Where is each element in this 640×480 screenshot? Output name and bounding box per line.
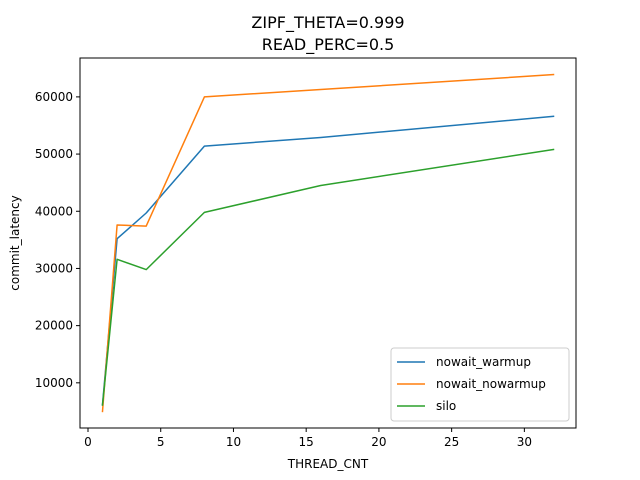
x-tick-label: 30 bbox=[517, 435, 532, 449]
series-lines bbox=[101, 73, 555, 413]
plot-area-frame bbox=[79, 57, 577, 429]
x-tick-label: 15 bbox=[299, 435, 314, 449]
y-tick-label: 20000 bbox=[35, 319, 73, 333]
x-axis-label: THREAD_CNT bbox=[287, 457, 369, 471]
y-tick-label: 50000 bbox=[35, 147, 73, 161]
x-tick-label: 20 bbox=[371, 435, 386, 449]
legend-box bbox=[390, 347, 570, 422]
axis-ticks: 0 5 10 15 20 25 30 10000 20000 30000 40000 50000 600… bbox=[35, 90, 532, 449]
series-line-silo bbox=[101, 148, 555, 406]
y-tick-label: 30000 bbox=[35, 261, 73, 275]
legend-label-nowait-nowarmup: nowait_nowarmup bbox=[436, 377, 546, 391]
x-tick-label: 10 bbox=[226, 435, 241, 449]
y-tick-label: 40000 bbox=[35, 204, 73, 218]
x-tick-label: 5 bbox=[157, 435, 165, 449]
y-axis-label: commit_latency bbox=[8, 195, 22, 290]
legend-label-silo: silo bbox=[436, 399, 456, 413]
series-line-nowait-nowarmup bbox=[101, 73, 555, 413]
chart-title-line-2: READ_PERC=0.5 bbox=[262, 35, 395, 55]
y-tick-label: 10000 bbox=[35, 376, 73, 390]
x-tick-label: 0 bbox=[84, 435, 92, 449]
series-line-nowait-warmup bbox=[101, 115, 555, 406]
y-tick-label: 60000 bbox=[35, 90, 73, 104]
legend-label-nowait-warmup: nowait_warmup bbox=[436, 355, 531, 369]
chart-title-line-1: ZIPF_THETA=0.999 bbox=[251, 13, 404, 33]
x-tick-label: 25 bbox=[444, 435, 459, 449]
